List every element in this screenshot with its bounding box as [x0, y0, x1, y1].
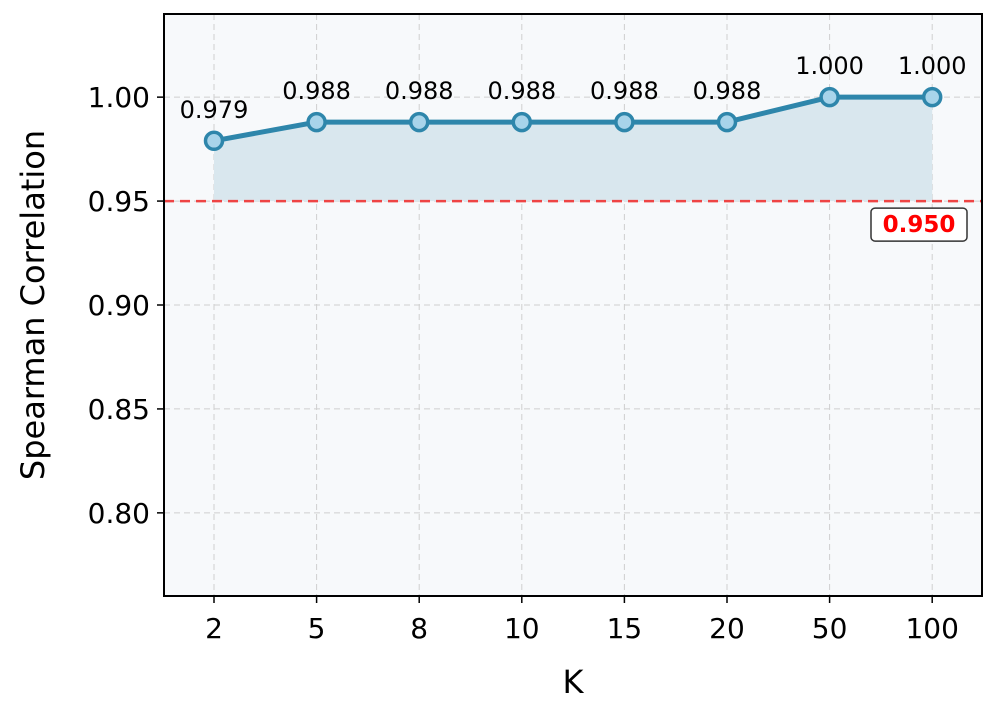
- y-axis: 0.80 0.85 0.90 0.95 1.00: [88, 81, 164, 530]
- data-point-50: [819, 86, 840, 108]
- data-label-15: 0.988: [590, 77, 659, 105]
- data-points: [203, 86, 943, 152]
- data-point-15: [614, 111, 635, 133]
- y-axis-label: Spearman Correlation: [14, 130, 52, 480]
- y-tick-label-0.95: 0.95: [88, 185, 150, 218]
- data-label-5: 0.988: [282, 77, 351, 105]
- data-label-50: 1.000: [795, 52, 864, 80]
- data-label-10: 0.988: [487, 77, 556, 105]
- x-tick-label-100: 100: [905, 612, 958, 645]
- x-tick-label-8: 8: [410, 612, 428, 645]
- threshold-label: 0.950: [870, 207, 968, 242]
- x-axis: 2 5 8 10 15 20 50 100: [205, 596, 959, 645]
- data-point-5: [306, 111, 327, 133]
- data-label-20: 0.988: [693, 77, 762, 105]
- x-tick-label-5: 5: [308, 612, 326, 645]
- threshold-label-text: 0.950: [883, 212, 956, 238]
- x-tick-label-10: 10: [504, 612, 540, 645]
- threshold-label-box: [870, 207, 968, 242]
- y-tick-label-0.90: 0.90: [88, 289, 150, 322]
- y-tick-label-1.00: 1.00: [88, 81, 150, 114]
- data-label-100: 1.000: [898, 52, 967, 80]
- y-tick-label-0.80: 0.80: [88, 497, 150, 530]
- data-point-8: [408, 111, 430, 133]
- data-point-2: [203, 130, 225, 152]
- data-point-20: [716, 111, 738, 133]
- data-point-100: [921, 86, 943, 108]
- y-tick-label-0.85: 0.85: [88, 393, 150, 426]
- x-tick-label-15: 15: [607, 612, 643, 645]
- x-tick-label-20: 20: [709, 612, 745, 645]
- data-labels: 0.979 0.988 0.988 0.988 0.988 0.988 1.000 1.000: [180, 52, 967, 124]
- series-line: [211, 94, 935, 144]
- x-axis-label: K: [563, 663, 585, 701]
- data-point-10: [511, 111, 533, 133]
- data-label-2: 0.979: [180, 96, 249, 124]
- x-tick-label-2: 2: [205, 612, 223, 645]
- x-tick-label-50: 50: [812, 612, 848, 645]
- data-label-8: 0.988: [385, 77, 454, 105]
